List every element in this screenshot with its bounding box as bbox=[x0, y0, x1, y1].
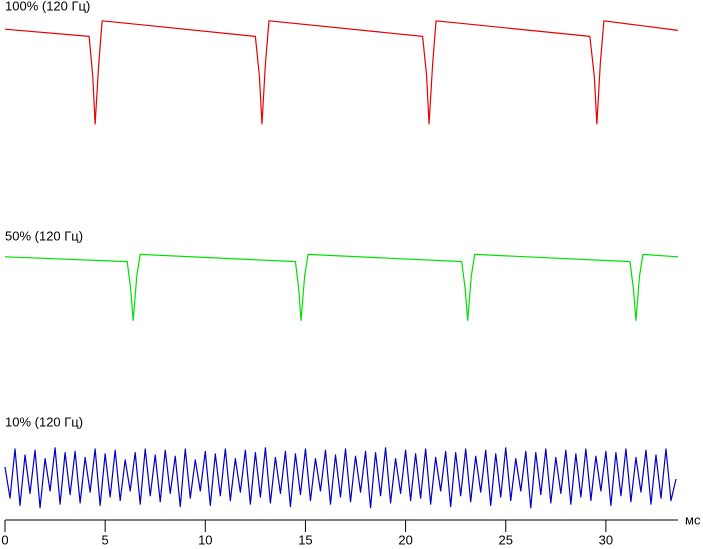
waveform bbox=[4, 20, 679, 125]
x-tick-label: 30 bbox=[599, 532, 613, 547]
x-tick-label: 0 bbox=[1, 532, 8, 547]
x-tick-label: 10 bbox=[198, 532, 212, 547]
waveform bbox=[4, 447, 677, 509]
x-tick-label: 20 bbox=[398, 532, 412, 547]
series-label: 10% (120 Гц) bbox=[5, 414, 83, 429]
waveform bbox=[4, 253, 679, 321]
x-tick-label: 5 bbox=[102, 532, 109, 547]
x-axis-label: мс bbox=[685, 512, 701, 527]
series-label: 50% (120 Гц) bbox=[5, 228, 83, 243]
series-label: 100% (120 Гц) bbox=[5, 0, 90, 13]
x-tick-label: 15 bbox=[298, 532, 312, 547]
x-tick-label: 25 bbox=[499, 532, 513, 547]
